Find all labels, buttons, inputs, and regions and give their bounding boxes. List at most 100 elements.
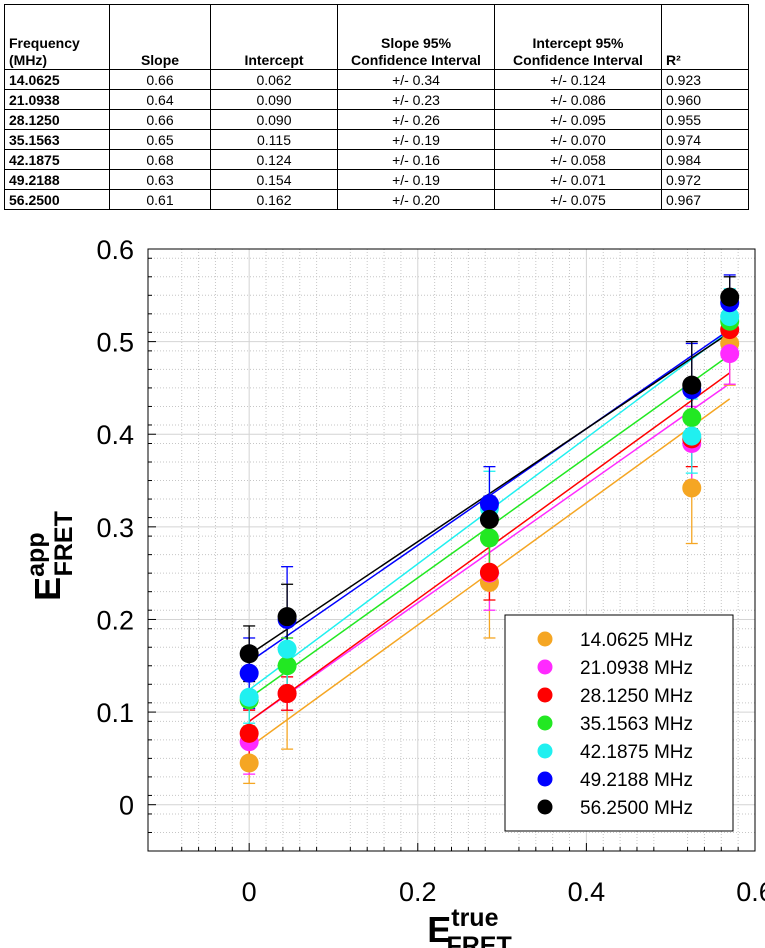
cell-r2: 0.984 (661, 149, 749, 170)
cell-intercept: 0.090 (210, 109, 338, 130)
data-point (720, 344, 740, 364)
cell-intercept-ci: +/- 0.070 (494, 129, 662, 150)
data-point (479, 494, 499, 514)
data-point (239, 723, 259, 743)
cell-frequency: 28.1250 (4, 109, 110, 130)
x-tick-label: 0.2 (399, 877, 437, 907)
data-point (277, 684, 297, 704)
cell-slope: 0.64 (109, 89, 211, 110)
table-row: 56.2500 0.61 0.162 +/- 0.20 +/- 0.075 0.967 (4, 189, 749, 210)
cell-intercept: 0.115 (210, 129, 338, 150)
cell-intercept: 0.124 (210, 149, 338, 170)
legend-marker (537, 771, 553, 787)
col-header-slope: Slope (109, 4, 211, 70)
col-header-intercept-ci: Intercept 95% Confidence Interval (494, 4, 662, 70)
data-point (277, 639, 297, 659)
y-axis-label: EappFRET (22, 511, 78, 601)
cell-intercept: 0.154 (210, 169, 338, 190)
y-tick-label: 0.4 (96, 420, 134, 450)
cell-slope-ci: +/- 0.19 (337, 129, 495, 150)
cell-frequency: 42.1875 (4, 149, 110, 170)
y-tick-label: 0 (119, 791, 134, 821)
cell-intercept: 0.090 (210, 89, 338, 110)
data-point (239, 753, 259, 773)
cell-slope-ci: +/- 0.19 (337, 169, 495, 190)
cell-r2: 0.974 (661, 129, 749, 150)
cell-slope: 0.63 (109, 169, 211, 190)
y-tick-label: 0.5 (96, 328, 134, 358)
axis-ticks (147, 248, 756, 852)
col-header-r2: R² (661, 4, 749, 70)
fit-parameters-table: Frequency (MHz) Slope Intercept Slope 95… (4, 4, 749, 210)
cell-r2: 0.955 (661, 109, 749, 130)
cell-r2: 0.960 (661, 89, 749, 110)
table-row: 28.1250 0.66 0.090 +/- 0.26 +/- 0.095 0.955 (4, 109, 749, 130)
data-point (277, 656, 297, 676)
legend-marker (537, 799, 553, 815)
cell-intercept-ci: +/- 0.095 (494, 109, 662, 130)
cell-frequency: 35.1563 (4, 129, 110, 150)
data-point (239, 644, 259, 664)
legend-label: 49.2188 MHz (580, 770, 693, 791)
legend-label: 21.0938 MHz (580, 658, 693, 679)
legend-marker (537, 687, 553, 703)
legend-marker (537, 631, 553, 647)
fret-scatter-chart: 0 0.2 0.4 0.6 0 0.1 0.2 0.3 0.4 0.5 0.6 14.0625 MH… (22, 235, 765, 948)
legend-label: 35.1563 MHz (580, 714, 693, 735)
table-row: 42.1875 0.68 0.124 +/- 0.16 +/- 0.058 0.984 (4, 149, 749, 170)
col-header-frequency: Frequency (MHz) (4, 4, 110, 70)
data-points (239, 287, 740, 773)
cell-slope: 0.68 (109, 149, 211, 170)
data-point (720, 287, 740, 307)
legend-label: 28.1250 MHz (580, 686, 693, 707)
data-point (239, 663, 259, 683)
legend-label: 42.1875 MHz (580, 742, 693, 763)
table-row: 49.2188 0.63 0.154 +/- 0.19 +/- 0.071 0.972 (4, 169, 749, 190)
legend: 14.0625 MHz 21.0938 MHz 28.1250 MHz 35.1563… (504, 614, 734, 832)
cell-slope-ci: +/- 0.23 (337, 89, 495, 110)
x-tick-label: 0.6 (736, 877, 765, 907)
y-tick-label: 0.6 (96, 235, 134, 265)
data-point (682, 426, 702, 446)
x-axis-label: Etrue FRET (427, 904, 512, 948)
data-point (479, 528, 499, 548)
data-point (682, 408, 702, 428)
legend-marker (537, 715, 553, 731)
legend-label: 56.2500 MHz (580, 798, 693, 819)
legend-label: 14.0625 MHz (580, 630, 693, 651)
cell-slope: 0.61 (109, 189, 211, 210)
data-point (479, 562, 499, 582)
col-header-slope-ci: Slope 95% Confidence Interval (337, 4, 495, 70)
cell-r2: 0.972 (661, 169, 749, 190)
data-point (720, 307, 740, 327)
cell-intercept-ci: +/- 0.071 (494, 169, 662, 190)
x-tick-label: 0 (242, 877, 257, 907)
legend-marker (537, 743, 553, 759)
data-point (479, 509, 499, 529)
cell-slope-ci: +/- 0.34 (337, 69, 495, 90)
cell-r2: 0.967 (661, 189, 749, 210)
cell-slope-ci: +/- 0.20 (337, 189, 495, 210)
cell-r2: 0.923 (661, 69, 749, 90)
table-row: 21.0938 0.64 0.090 +/- 0.23 +/- 0.086 0.960 (4, 89, 749, 110)
cell-slope-ci: +/- 0.26 (337, 109, 495, 130)
cell-intercept-ci: +/- 0.075 (494, 189, 662, 210)
data-point (277, 607, 297, 627)
cell-slope: 0.66 (109, 109, 211, 130)
table-row: 35.1563 0.65 0.115 +/- 0.19 +/- 0.070 0.974 (4, 129, 749, 150)
cell-slope: 0.66 (109, 69, 211, 90)
cell-frequency: 56.2500 (4, 189, 110, 210)
legend-marker (537, 659, 553, 675)
cell-intercept: 0.062 (210, 69, 338, 90)
tick-labels: 0 0.2 0.4 0.6 0 0.1 0.2 0.3 0.4 0.5 0.6 (96, 235, 765, 907)
cell-intercept-ci: +/- 0.086 (494, 89, 662, 110)
cell-intercept-ci: +/- 0.124 (494, 69, 662, 90)
table-row: 14.0625 0.66 0.062 +/- 0.34 +/- 0.124 0.923 (4, 69, 749, 90)
data-point (682, 478, 702, 498)
y-tick-label: 0.2 (96, 605, 134, 635)
data-point (239, 687, 259, 707)
data-point (682, 375, 702, 395)
cell-intercept-ci: +/- 0.058 (494, 149, 662, 170)
col-header-intercept: Intercept (210, 4, 338, 70)
table-header-row: Frequency (MHz) Slope Intercept Slope 95… (4, 4, 749, 70)
